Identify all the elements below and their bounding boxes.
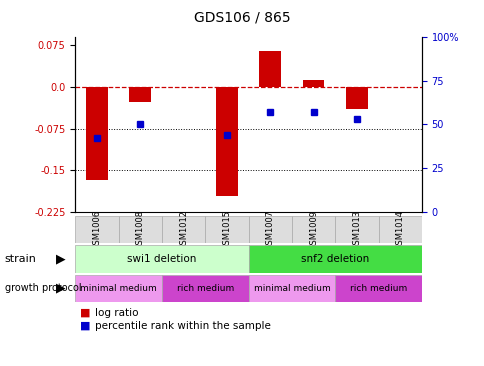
- Bar: [302, 80, 324, 87]
- Text: swi1 deletion: swi1 deletion: [127, 254, 196, 264]
- Text: growth protocol: growth protocol: [5, 283, 81, 293]
- Text: ■: ■: [80, 308, 91, 318]
- Bar: [86, 87, 107, 180]
- Text: snf2 deletion: snf2 deletion: [301, 254, 369, 264]
- Bar: [162, 216, 205, 243]
- Text: ■: ■: [80, 321, 91, 331]
- Bar: [75, 245, 248, 273]
- Text: percentile rank within the sample: percentile rank within the sample: [94, 321, 270, 331]
- Bar: [259, 51, 281, 87]
- Bar: [205, 216, 248, 243]
- Text: GSM1008: GSM1008: [136, 210, 144, 250]
- Bar: [129, 87, 151, 102]
- Bar: [248, 245, 421, 273]
- Text: GSM1014: GSM1014: [395, 210, 404, 250]
- Text: ▶: ▶: [56, 253, 65, 265]
- Bar: [75, 216, 118, 243]
- Text: minimal medium: minimal medium: [253, 284, 330, 293]
- Bar: [215, 87, 237, 195]
- Text: strain: strain: [5, 254, 37, 264]
- Bar: [378, 216, 421, 243]
- Text: rich medium: rich medium: [349, 284, 407, 293]
- Text: rich medium: rich medium: [176, 284, 233, 293]
- Bar: [291, 216, 334, 243]
- Text: GSM1015: GSM1015: [222, 210, 231, 250]
- Text: GSM1013: GSM1013: [352, 210, 361, 250]
- Bar: [248, 216, 291, 243]
- Bar: [334, 274, 421, 302]
- Bar: [248, 274, 334, 302]
- Text: GSM1007: GSM1007: [265, 210, 274, 250]
- Text: ▶: ▶: [56, 282, 65, 295]
- Text: GDS106 / 865: GDS106 / 865: [194, 11, 290, 25]
- Text: GSM1009: GSM1009: [308, 210, 318, 250]
- Bar: [118, 216, 162, 243]
- Bar: [346, 87, 367, 109]
- Bar: [162, 274, 248, 302]
- Bar: [75, 274, 162, 302]
- Text: GSM1012: GSM1012: [179, 210, 188, 250]
- Bar: [334, 216, 378, 243]
- Text: log ratio: log ratio: [94, 308, 138, 318]
- Text: GSM1006: GSM1006: [92, 210, 101, 250]
- Text: minimal medium: minimal medium: [80, 284, 156, 293]
